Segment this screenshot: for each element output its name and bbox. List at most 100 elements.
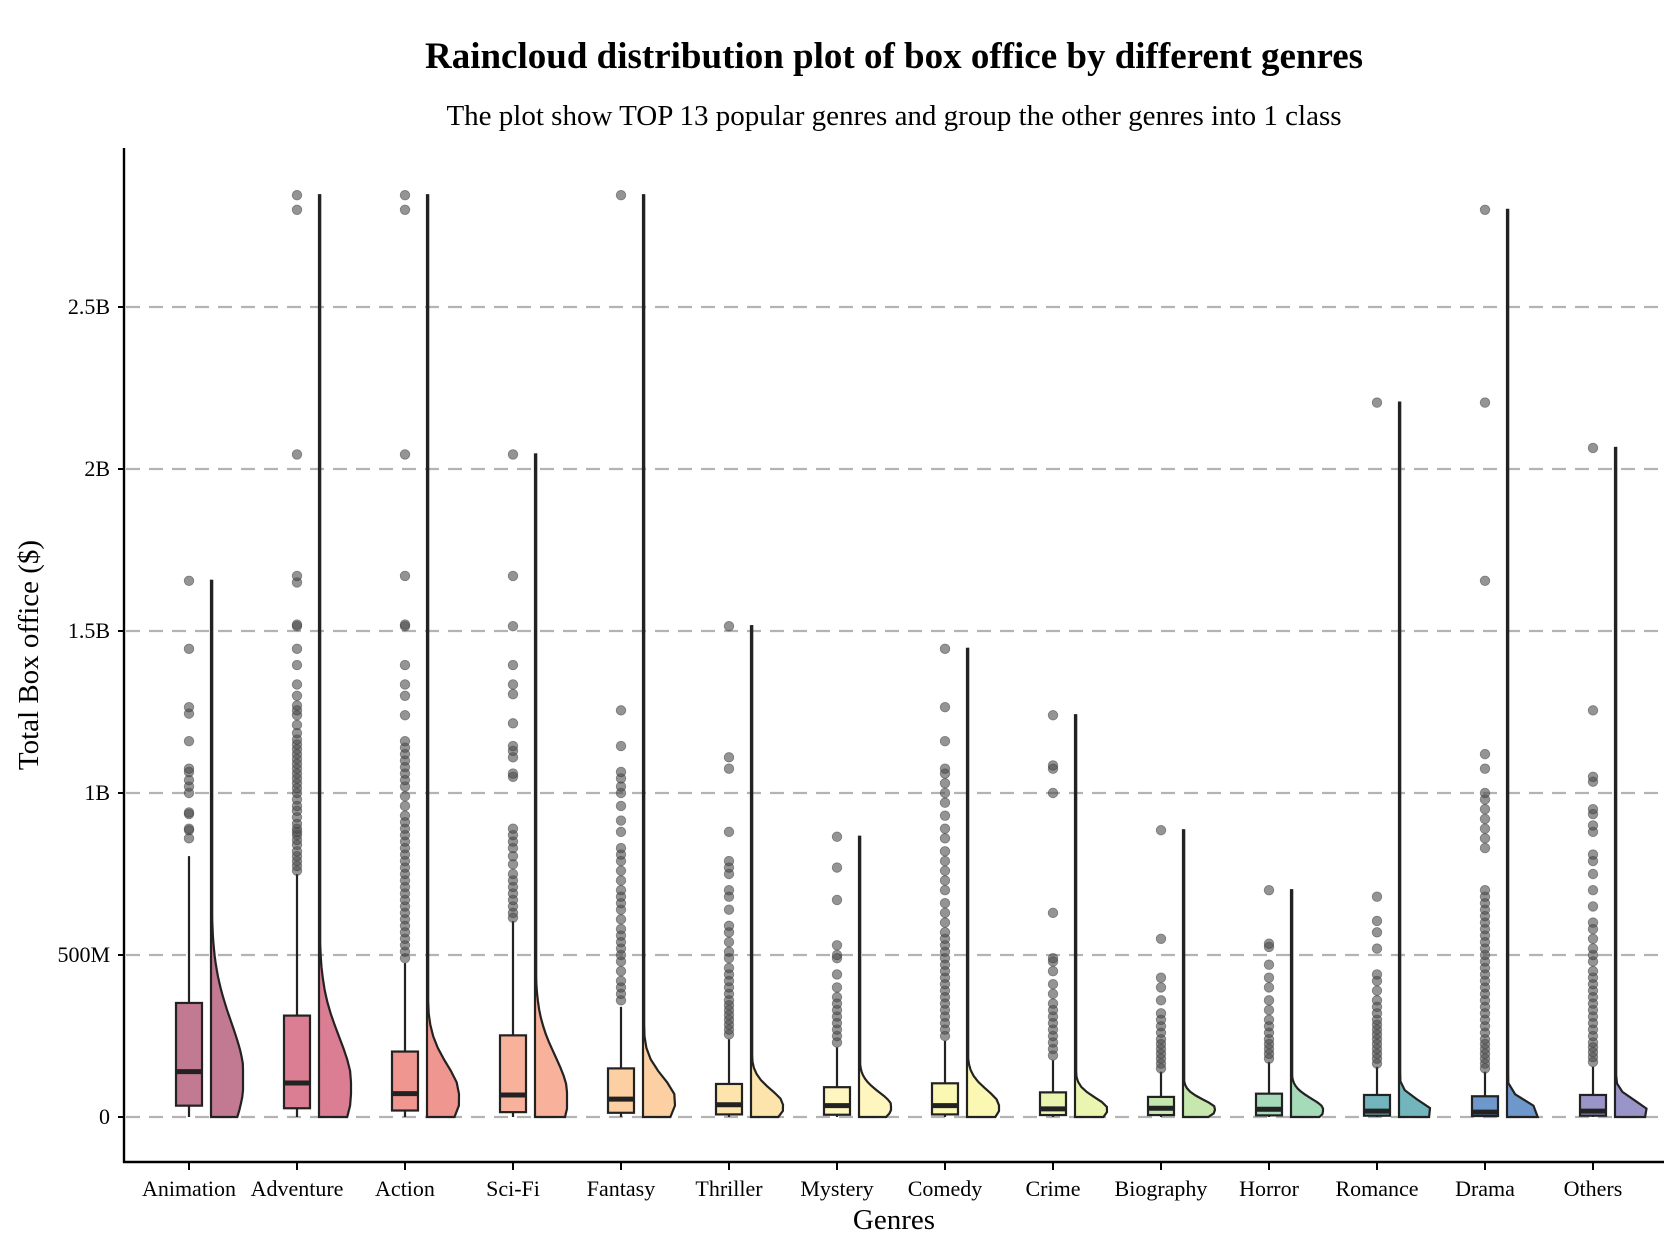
point-fantasy-22 xyxy=(615,815,627,826)
point-crime-14 xyxy=(1047,907,1059,919)
point-others-28 xyxy=(1587,820,1599,831)
box-mystery xyxy=(822,1086,852,1116)
point-adventure-28 xyxy=(291,719,303,731)
point-romance-19 xyxy=(1371,891,1383,902)
point-drama-34 xyxy=(1479,804,1491,815)
x-tick-label-crime: Crime xyxy=(1026,1176,1081,1201)
x-tick-label-biography: Biography xyxy=(1115,1176,1208,1201)
x-axis-title: Genres xyxy=(853,1204,935,1236)
point-sci-fi-21 xyxy=(507,679,519,690)
boxplots xyxy=(174,856,1608,1118)
point-thriller-26 xyxy=(723,752,735,763)
point-sci-fi-23 xyxy=(507,620,519,632)
point-action-22 xyxy=(399,810,411,821)
point-thriller-14 xyxy=(723,946,735,957)
point-horror-10 xyxy=(1263,982,1275,993)
y-tick-label-2: 1B xyxy=(84,780,110,805)
point-drama-30 xyxy=(1479,842,1491,854)
point-drama-29 xyxy=(1479,885,1491,896)
point-adventure-37 xyxy=(291,619,303,630)
point-horror-8 xyxy=(1263,1004,1275,1016)
point-crime-8 xyxy=(1047,998,1059,1009)
point-crime-9 xyxy=(1047,988,1059,1000)
point-animation-13 xyxy=(183,643,195,655)
point-adventure-32 xyxy=(291,690,303,702)
x-tick-label-mystery: Mystery xyxy=(800,1176,873,1201)
point-sci-fi-7 xyxy=(507,868,519,880)
point-mystery-15 xyxy=(831,831,843,842)
cloud-crime xyxy=(1073,714,1109,1119)
point-adventure-31 xyxy=(291,700,303,711)
point-others-15 xyxy=(1587,966,1599,977)
point-fantasy-28 xyxy=(615,740,627,752)
grid-lines xyxy=(126,305,1664,1119)
point-adventure-33 xyxy=(291,679,303,690)
point-mystery-12 xyxy=(831,940,843,951)
point-animation-9 xyxy=(183,763,195,774)
cloud-sci-fi xyxy=(533,453,569,1119)
point-thriller-15 xyxy=(723,936,735,948)
x-tick-label-drama: Drama xyxy=(1455,1176,1515,1201)
point-drama-39 xyxy=(1479,575,1491,586)
point-horror-9 xyxy=(1263,995,1275,1006)
point-horror-11 xyxy=(1263,972,1275,983)
cloud-comedy xyxy=(965,647,1001,1119)
box-animation xyxy=(174,1001,204,1107)
point-sci-fi-18 xyxy=(507,740,519,752)
point-action-23 xyxy=(399,800,411,812)
point-romance-12 xyxy=(1371,995,1383,1006)
point-animation-4 xyxy=(183,807,195,818)
point-romance-20 xyxy=(1371,397,1383,408)
point-comedy-26 xyxy=(939,823,951,834)
point-biography-10 xyxy=(1155,1008,1167,1019)
point-fantasy-30 xyxy=(615,190,627,201)
point-biography-14 xyxy=(1155,933,1167,945)
y-tick-label-4: 2B xyxy=(84,456,110,481)
point-comedy-17 xyxy=(939,917,951,928)
point-others-18 xyxy=(1587,943,1599,954)
y-axis-title: Total Box office ($) xyxy=(13,540,45,770)
point-thriller-27 xyxy=(723,620,735,632)
box-crime xyxy=(1038,1091,1068,1117)
point-adventure-42 xyxy=(291,190,303,201)
box-thriller xyxy=(714,1082,744,1116)
point-comedy-19 xyxy=(939,897,951,909)
cloud-animation xyxy=(209,579,245,1119)
point-thriller-17 xyxy=(723,920,735,932)
box-fantasy xyxy=(606,1067,636,1114)
point-comedy-27 xyxy=(939,810,951,821)
point-sci-fi-19 xyxy=(507,718,519,729)
density-clouds xyxy=(209,194,1648,1119)
point-drama-41 xyxy=(1479,204,1491,216)
point-horror-14 xyxy=(1263,938,1275,949)
point-crime-17 xyxy=(1047,760,1059,771)
cloud-romance xyxy=(1397,401,1432,1119)
x-tick-label-sci-fi: Sci-Fi xyxy=(486,1176,540,1201)
point-adventure-35 xyxy=(291,643,303,655)
y-tick-label-5: 2.5B xyxy=(68,294,110,319)
point-comedy-33 xyxy=(939,735,951,747)
point-comedy-16 xyxy=(939,927,951,938)
point-mystery-7 xyxy=(831,991,843,1003)
point-horror-12 xyxy=(1263,959,1275,970)
point-comedy-24 xyxy=(939,846,951,857)
point-action-42 xyxy=(399,190,411,201)
point-fantasy-29 xyxy=(615,705,627,716)
cloud-mystery xyxy=(857,835,893,1119)
point-comedy-20 xyxy=(939,885,951,896)
point-fantasy-17 xyxy=(615,865,627,876)
point-mystery-14 xyxy=(831,862,843,873)
point-action-24 xyxy=(399,791,411,802)
point-thriller-18 xyxy=(723,904,735,915)
point-others-24 xyxy=(1587,868,1599,880)
point-adventure-34 xyxy=(291,659,303,671)
point-fantasy-11 xyxy=(615,914,627,925)
cloud-action xyxy=(425,194,461,1119)
point-action-36 xyxy=(399,659,411,671)
point-drama-36 xyxy=(1479,787,1491,799)
point-horror-7 xyxy=(1263,1014,1275,1026)
point-sci-fi-15 xyxy=(507,768,519,779)
point-sci-fi-25 xyxy=(507,449,519,460)
point-fantasy-21 xyxy=(615,826,627,838)
